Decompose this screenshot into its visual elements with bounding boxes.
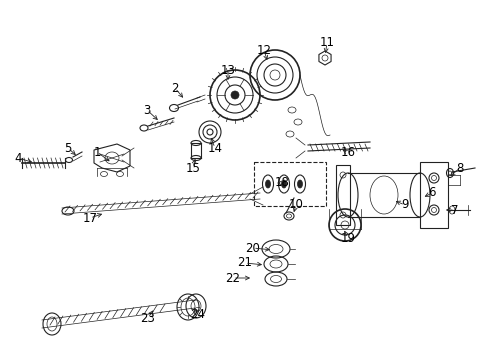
- Text: 18: 18: [274, 176, 289, 189]
- Text: 11: 11: [319, 36, 334, 49]
- Text: 21: 21: [237, 256, 252, 270]
- Ellipse shape: [281, 180, 286, 188]
- Text: 23: 23: [140, 311, 155, 324]
- Text: 8: 8: [455, 162, 463, 175]
- Text: 12: 12: [256, 44, 271, 57]
- Text: 4: 4: [14, 152, 21, 165]
- Text: 16: 16: [340, 147, 355, 159]
- Ellipse shape: [265, 180, 270, 188]
- Bar: [253, 162, 325, 206]
- Text: 17: 17: [82, 211, 97, 225]
- Text: 15: 15: [185, 162, 200, 175]
- Text: 20: 20: [245, 242, 260, 255]
- Ellipse shape: [230, 91, 239, 99]
- Text: 1: 1: [93, 145, 101, 158]
- Text: 24: 24: [190, 309, 205, 321]
- Ellipse shape: [297, 180, 302, 188]
- Text: 13: 13: [220, 63, 235, 77]
- Text: 14: 14: [207, 141, 222, 154]
- Text: 19: 19: [340, 231, 355, 244]
- Text: 6: 6: [427, 186, 435, 199]
- Text: 9: 9: [401, 198, 408, 211]
- Text: 3: 3: [143, 104, 150, 117]
- Text: 7: 7: [450, 203, 458, 216]
- Text: 10: 10: [288, 198, 303, 211]
- Text: 5: 5: [64, 141, 72, 154]
- Text: 22: 22: [225, 271, 240, 284]
- Text: 2: 2: [171, 81, 179, 94]
